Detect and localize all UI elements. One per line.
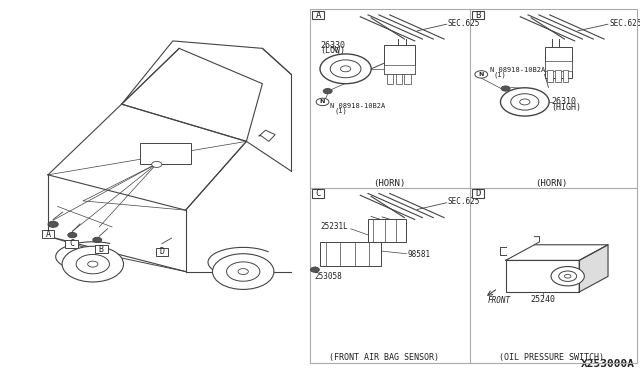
Bar bbox=[368, 219, 406, 242]
Text: SEC.625: SEC.625 bbox=[609, 19, 640, 28]
Text: X253000A: X253000A bbox=[581, 359, 635, 369]
Bar bbox=[387, 74, 393, 84]
Polygon shape bbox=[122, 48, 262, 141]
Circle shape bbox=[500, 88, 549, 116]
Bar bbox=[384, 65, 415, 74]
Text: FRONT: FRONT bbox=[488, 296, 511, 305]
Text: N: N bbox=[479, 72, 484, 77]
Bar bbox=[396, 74, 402, 84]
Text: N: N bbox=[320, 99, 325, 105]
Bar bbox=[42, 230, 54, 238]
Text: D: D bbox=[476, 189, 481, 198]
Bar bbox=[65, 240, 78, 248]
Bar bbox=[472, 189, 484, 198]
Circle shape bbox=[48, 221, 58, 227]
Text: C: C bbox=[69, 239, 74, 248]
Text: SEC.625: SEC.625 bbox=[448, 198, 481, 206]
Bar bbox=[506, 260, 579, 292]
Text: B: B bbox=[476, 10, 481, 19]
Bar bbox=[472, 11, 484, 19]
Circle shape bbox=[323, 89, 332, 94]
Circle shape bbox=[316, 98, 329, 106]
Circle shape bbox=[330, 60, 361, 78]
Circle shape bbox=[152, 161, 162, 167]
Bar bbox=[310, 9, 637, 363]
Text: (OIL PRESSURE SWITCH): (OIL PRESSURE SWITCH) bbox=[499, 353, 604, 362]
Text: C: C bbox=[316, 189, 321, 198]
Text: N 08918-10B2A: N 08918-10B2A bbox=[330, 103, 385, 109]
Bar bbox=[312, 11, 324, 19]
Circle shape bbox=[238, 269, 248, 275]
Circle shape bbox=[520, 99, 530, 105]
Text: (HORN): (HORN) bbox=[373, 179, 405, 188]
Circle shape bbox=[68, 232, 77, 238]
Text: N 08918-10B2A: N 08918-10B2A bbox=[490, 67, 545, 73]
Circle shape bbox=[475, 71, 488, 78]
Bar bbox=[320, 242, 381, 266]
Circle shape bbox=[511, 94, 539, 110]
Text: (HORN): (HORN) bbox=[536, 179, 568, 188]
Text: 25240: 25240 bbox=[530, 295, 556, 304]
Text: A: A bbox=[316, 10, 321, 19]
Circle shape bbox=[93, 237, 102, 243]
Bar bbox=[95, 245, 108, 253]
Text: SEC.625: SEC.625 bbox=[448, 19, 481, 28]
Text: (FRONT AIR BAG SENSOR): (FRONT AIR BAG SENSOR) bbox=[329, 353, 439, 362]
Circle shape bbox=[62, 246, 124, 282]
Bar bbox=[140, 143, 191, 164]
Bar bbox=[545, 61, 572, 71]
Circle shape bbox=[501, 86, 510, 91]
Text: A: A bbox=[45, 230, 51, 239]
Bar bbox=[547, 70, 553, 82]
Bar bbox=[384, 45, 415, 74]
Text: 253058: 253058 bbox=[315, 272, 342, 280]
Polygon shape bbox=[579, 245, 608, 292]
Circle shape bbox=[559, 271, 577, 281]
Bar bbox=[404, 74, 411, 84]
Text: 26330: 26330 bbox=[321, 41, 346, 50]
Circle shape bbox=[212, 254, 274, 289]
Text: (1): (1) bbox=[334, 108, 347, 114]
Circle shape bbox=[551, 266, 584, 286]
Text: 98581: 98581 bbox=[407, 250, 430, 259]
Text: (LOW): (LOW) bbox=[321, 46, 346, 55]
Text: (1): (1) bbox=[493, 72, 506, 78]
Text: D: D bbox=[159, 247, 164, 256]
Polygon shape bbox=[259, 130, 275, 141]
Circle shape bbox=[340, 66, 351, 72]
Polygon shape bbox=[506, 245, 608, 260]
Circle shape bbox=[564, 275, 571, 278]
Text: 26310: 26310 bbox=[552, 97, 577, 106]
Circle shape bbox=[227, 262, 260, 281]
Circle shape bbox=[310, 267, 319, 272]
Text: 25231L: 25231L bbox=[320, 222, 348, 231]
Polygon shape bbox=[48, 104, 246, 210]
Bar bbox=[312, 189, 324, 198]
Circle shape bbox=[320, 54, 371, 84]
Circle shape bbox=[88, 261, 98, 267]
Bar bbox=[545, 46, 572, 78]
Text: B: B bbox=[99, 245, 104, 254]
Circle shape bbox=[76, 254, 109, 274]
Bar bbox=[156, 248, 168, 256]
Text: (HIGH): (HIGH) bbox=[552, 103, 582, 112]
Bar bbox=[555, 70, 561, 82]
Bar bbox=[563, 70, 568, 82]
